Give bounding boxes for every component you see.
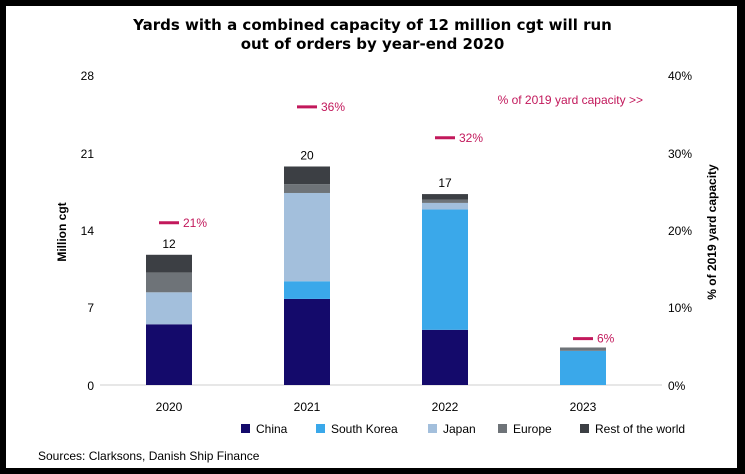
y-axis-right: 0% 10% 20% 30% 40% % of 2019 yard capaci… xyxy=(668,69,719,393)
bar-2022-japan xyxy=(422,202,468,210)
bar-2020-europe xyxy=(146,272,192,293)
y-tick-14: 14 xyxy=(81,224,95,238)
bar-2022-china xyxy=(422,329,468,385)
total-label-2020: 12 xyxy=(162,237,176,251)
y2-tick-30: 30% xyxy=(668,147,692,161)
bar-2020-rest-of-the-world xyxy=(146,254,192,273)
y2-tick-20: 20% xyxy=(668,224,692,238)
x-tick-2023: 2023 xyxy=(570,400,597,414)
y-tick-28: 28 xyxy=(81,69,95,83)
bar-2021-japan xyxy=(284,192,330,282)
chart-frame xyxy=(6,6,737,468)
x-tick-2021: 2021 xyxy=(294,400,321,414)
legend-swatch-south-korea xyxy=(316,424,325,433)
legend-label-south-korea: South Korea xyxy=(331,422,398,436)
y-tick-0: 0 xyxy=(87,379,94,393)
total-label-2022: 17 xyxy=(438,176,452,190)
y2-tick-0: 0% xyxy=(668,379,686,393)
pct-label-2023: 6% xyxy=(597,332,615,346)
total-labels: 12 20 17 xyxy=(162,148,452,250)
x-tick-2022: 2022 xyxy=(432,400,459,414)
x-tick-2020: 2020 xyxy=(156,400,183,414)
bar-2022-rest-of-the-world xyxy=(422,194,468,200)
pct-label-2022: 32% xyxy=(459,131,483,145)
chart-title: Yards with a combined capacity of 12 mil… xyxy=(0,16,745,54)
total-label-2021: 20 xyxy=(300,148,314,162)
source-note: Sources: Clarksons, Danish Ship Finance xyxy=(38,449,260,463)
bar-2021-china xyxy=(284,298,330,385)
y-axis-label: Million cgt xyxy=(55,202,69,261)
bar-2021-south-korea xyxy=(284,281,330,299)
bars xyxy=(146,166,606,385)
y2-axis-label: % of 2019 yard capacity xyxy=(705,164,719,300)
bar-2020-japan xyxy=(146,292,192,325)
bar-2021-europe xyxy=(284,184,330,193)
bar-2022-south-korea xyxy=(422,209,468,330)
x-axis: 2020 2021 2022 2023 xyxy=(156,400,597,414)
pct-label-2020: 21% xyxy=(183,216,207,230)
bar-2021-rest-of-the-world xyxy=(284,166,330,185)
chart-title-line-1: Yards with a combined capacity of 12 mil… xyxy=(133,16,612,34)
legend-swatch-europe xyxy=(498,424,507,433)
bar-2022-europe xyxy=(422,199,468,203)
bar-2020-china xyxy=(146,324,192,385)
pct-label-2021: 36% xyxy=(321,100,345,114)
y-tick-7: 7 xyxy=(87,301,94,315)
y-tick-21: 21 xyxy=(81,147,95,161)
legend-swatch-japan xyxy=(428,424,437,433)
bar-2023-europe xyxy=(560,347,606,351)
legend: China South Korea Japan Europe Rest of t… xyxy=(241,422,685,436)
legend-swatch-china xyxy=(241,424,250,433)
legend-label-rest-of-world: Rest of the world xyxy=(595,422,685,436)
legend-label-china: China xyxy=(256,422,288,436)
y2-tick-40: 40% xyxy=(668,69,692,83)
y-axis-left: 0 7 14 21 28 Million cgt xyxy=(55,69,94,393)
chart-title-line-2: out of orders by year-end 2020 xyxy=(240,35,505,53)
y2-tick-10: 10% xyxy=(668,301,692,315)
pct-capacity-markers xyxy=(159,105,593,341)
legend-label-japan: Japan xyxy=(443,422,476,436)
legend-label-europe: Europe xyxy=(513,422,552,436)
legend-swatch-rest-of-world xyxy=(580,424,589,433)
bar-2023-south-korea xyxy=(560,350,606,385)
pct-annotation: % of 2019 yard capacity >> xyxy=(498,93,643,107)
pct-labels: 21% 36% 32% 6% xyxy=(183,100,615,346)
